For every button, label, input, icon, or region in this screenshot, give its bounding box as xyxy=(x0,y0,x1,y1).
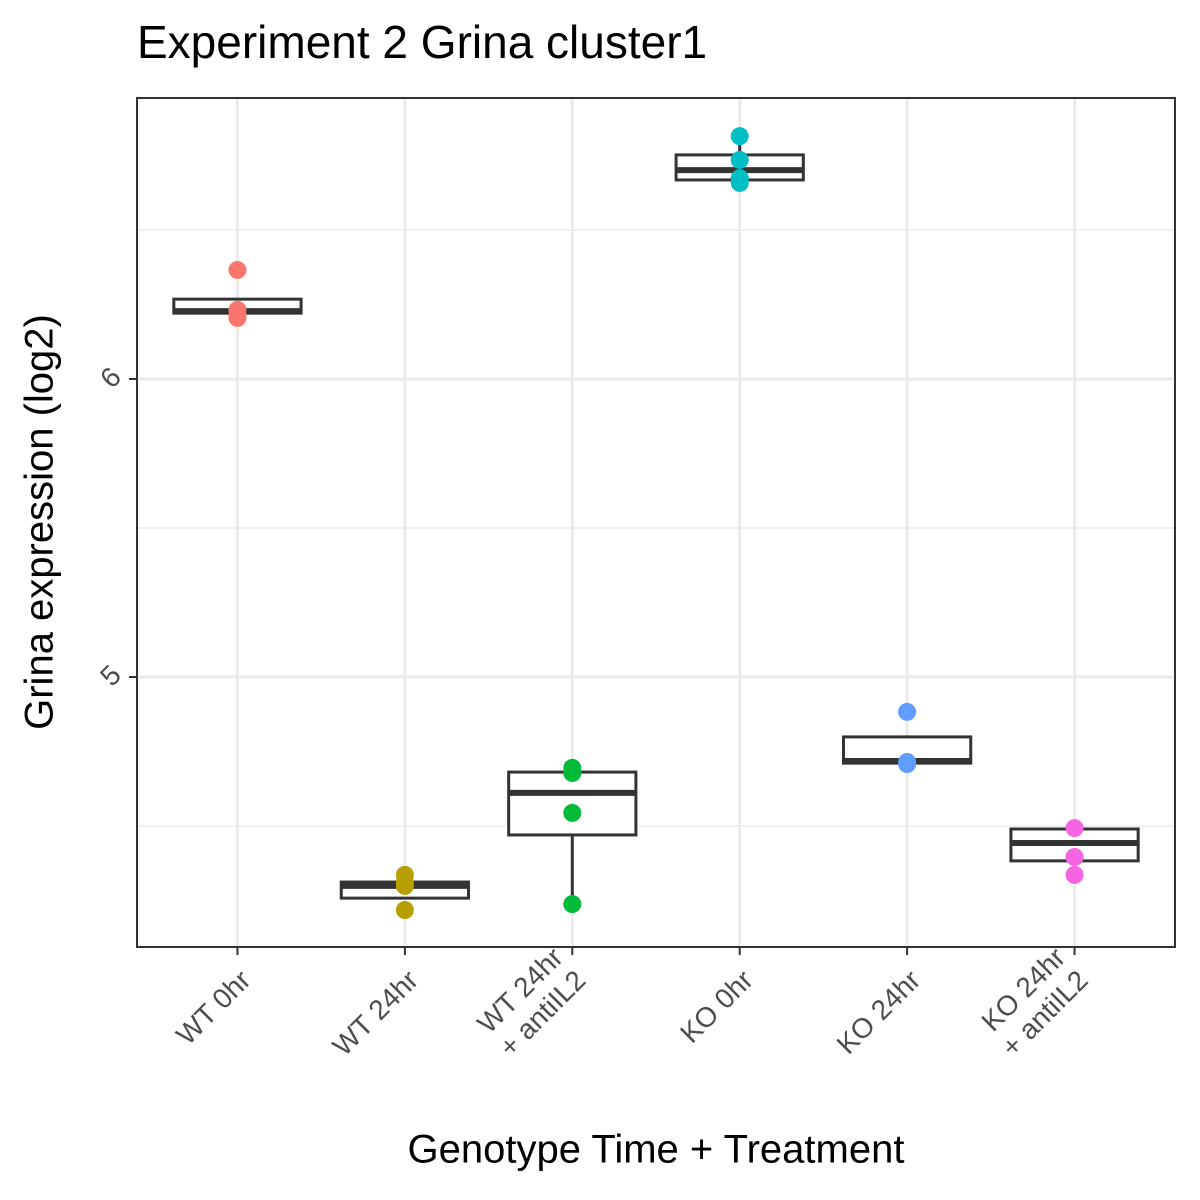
x-tick-label-line: KO 0hr xyxy=(675,965,760,1050)
point xyxy=(898,755,917,774)
chart-title: Experiment 2 Grina cluster1 xyxy=(137,16,707,68)
point xyxy=(898,702,917,721)
x-tick-label: KO 24hr xyxy=(831,965,927,1061)
point xyxy=(228,308,247,327)
point xyxy=(563,895,582,914)
point xyxy=(563,803,582,822)
point xyxy=(395,901,414,920)
point xyxy=(730,127,749,146)
box-group xyxy=(507,758,638,914)
box-group xyxy=(1009,819,1140,884)
plot-border xyxy=(136,97,1176,948)
x-tick-label-line: KO 24hr xyxy=(831,965,927,1061)
x-tick-label: WT 24hr xyxy=(327,965,424,1062)
box-group xyxy=(674,127,805,192)
point xyxy=(1065,848,1084,867)
point xyxy=(395,876,414,895)
x-axis-title: Genotype Time + Treatment xyxy=(408,1128,905,1172)
point xyxy=(730,173,749,192)
point xyxy=(730,150,749,169)
y-tick-label: 6 xyxy=(94,361,127,394)
box-group xyxy=(172,260,303,327)
y-tick-label: 5 xyxy=(94,659,127,692)
x-tick-label: KO 24hr+ antiIL2 xyxy=(973,942,1094,1063)
point xyxy=(1065,819,1084,838)
x-tick-label: WT 0hr xyxy=(170,965,256,1051)
point xyxy=(563,763,582,782)
x-tick-label: KO 0hr xyxy=(675,965,760,1050)
box-group xyxy=(339,865,470,920)
x-tick-label-line: WT 24hr xyxy=(327,965,424,1062)
box-group xyxy=(842,702,973,774)
y-axis-title: Grina expression (log2) xyxy=(18,314,62,730)
point xyxy=(1065,865,1084,884)
point xyxy=(228,260,247,279)
x-tick-label-line: WT 0hr xyxy=(170,965,256,1051)
x-tick-label: WT 24hr+ antiIL2 xyxy=(471,942,592,1063)
